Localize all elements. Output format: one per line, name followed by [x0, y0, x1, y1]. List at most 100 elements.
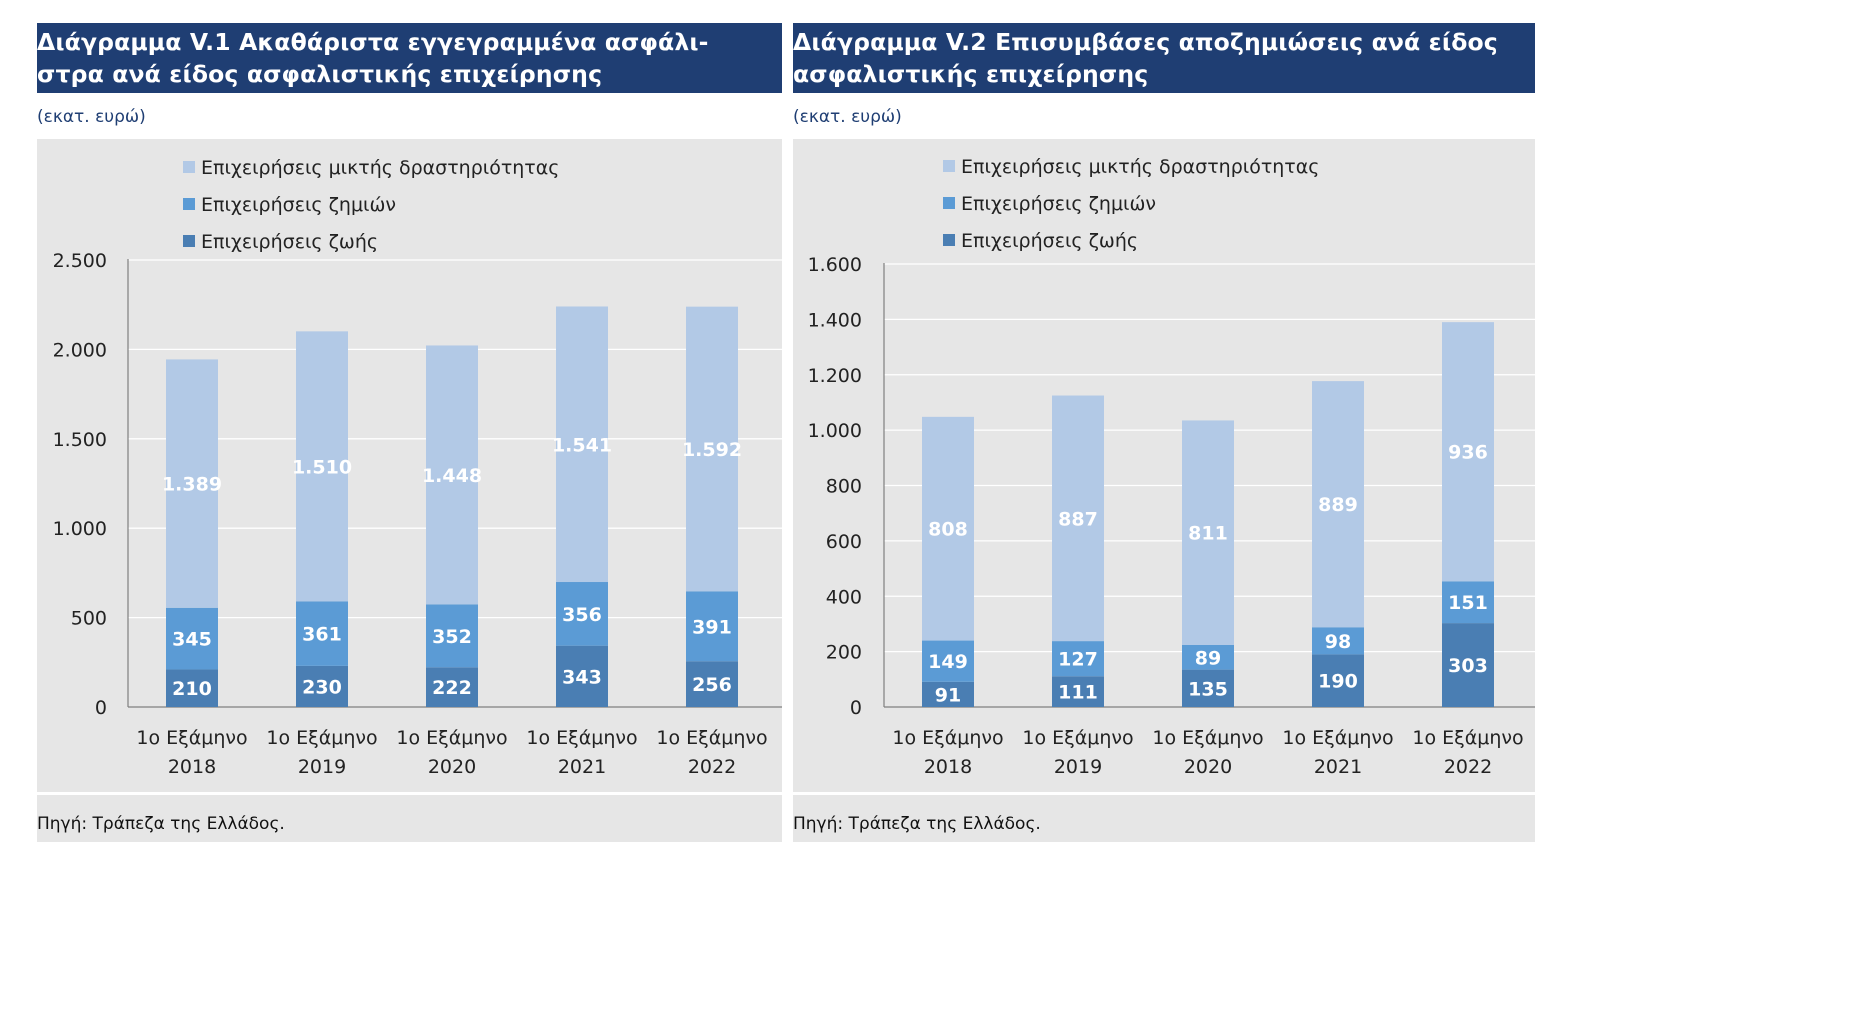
bar-segment: [1442, 623, 1494, 707]
chart-legend: Επιχειρήσεις μικτής δραστηριότητας Επιχει…: [943, 152, 1319, 263]
data-label: 303: [1448, 655, 1488, 677]
legend-swatch: [943, 234, 955, 246]
unit-label: (εκατ. ευρώ): [37, 107, 146, 127]
data-label: 1.389: [162, 474, 222, 496]
x-tick-label: 2021: [558, 756, 606, 778]
data-label: 190: [1318, 671, 1358, 693]
legend-swatch: [183, 161, 195, 173]
y-tick-label: 400: [826, 586, 862, 608]
x-tick-label: 2021: [1314, 756, 1362, 778]
legend-label: Επιχειρήσεις ζημιών: [201, 194, 397, 216]
y-tick-label: 500: [71, 608, 107, 630]
data-label: 230: [302, 676, 342, 698]
chart-legend: Επιχειρήσεις μικτής δραστηριότητας Επιχει…: [183, 153, 559, 264]
y-tick-label: 0: [850, 697, 862, 719]
y-tick-label: 1.600: [808, 254, 862, 276]
legend-item: Επιχειρήσεις ζημιών: [943, 189, 1319, 226]
chart-panel-2: Διάγραμμα V.2 Επισυμβάσες αποζημιώσεις α…: [793, 23, 1535, 842]
y-tick-label: 0: [95, 697, 107, 719]
data-label: 151: [1448, 592, 1488, 614]
source-note: Πηγή: Τράπεζα της Ελλάδος.: [37, 792, 782, 842]
bar-segment: [296, 331, 348, 602]
x-tick-label: 1ο Εξάμηνο: [656, 727, 767, 749]
data-label: 352: [432, 626, 472, 648]
data-label: 1.541: [552, 434, 612, 456]
legend-label: Επιχειρήσεις μικτής δραστηριότητας: [961, 156, 1320, 178]
data-label: 889: [1318, 494, 1358, 516]
y-tick-label: 200: [826, 642, 862, 664]
y-tick-label: 600: [826, 531, 862, 553]
legend-swatch: [943, 160, 955, 172]
data-label: 91: [935, 684, 961, 706]
bar-segment: [1052, 676, 1104, 707]
bar-segment: [1052, 641, 1104, 677]
y-tick-label: 1.200: [808, 365, 862, 387]
x-tick-label: 1ο Εξάμηνο: [266, 727, 377, 749]
y-tick-label: 800: [826, 476, 862, 498]
y-tick-label: 1.400: [808, 309, 862, 331]
bar-segment: [686, 591, 738, 662]
legend-label: Επιχειρήσεις μικτής δραστηριότητας: [201, 157, 560, 179]
data-label: 222: [432, 677, 472, 699]
y-tick-label: 1.500: [53, 429, 107, 451]
stacked-bar-chart: 0 200 400 600 800 1.000 1.200 1.400 1.600 91 149 80…: [808, 254, 1535, 778]
x-tick-label: 1ο Εξάμηνο: [1412, 727, 1523, 749]
bar-segment: [1182, 669, 1234, 707]
bar-segment: [686, 306, 738, 592]
x-tick-label: 2022: [1444, 756, 1492, 778]
data-label: 361: [302, 624, 342, 646]
bar-segment: [556, 645, 608, 707]
legend-item: Επιχειρήσεις μικτής δραστηριότητας: [183, 153, 559, 190]
chart-title: Διάγραμμα V.1 Ακαθάριστα εγγεγραμμένα ασ…: [37, 23, 782, 93]
data-label: 210: [172, 678, 212, 700]
data-label: 127: [1058, 649, 1098, 671]
bar-segment: [166, 359, 218, 608]
x-tick-label: 1ο Εξάμηνο: [526, 727, 637, 749]
legend-label: Επιχειρήσεις ζωής: [961, 230, 1139, 252]
x-tick-label: 1ο Εξάμηνο: [1152, 727, 1263, 749]
data-label: 808: [928, 519, 968, 541]
data-label: 135: [1188, 678, 1228, 700]
data-label: 111: [1058, 682, 1098, 704]
unit-label: (εκατ. ευρώ): [793, 107, 902, 127]
chart-area: 0 200 400 600 800 1.000 1.200 1.400 1.600 91 149 80…: [793, 139, 1535, 792]
bar-segment: [1312, 381, 1364, 628]
chart-title-line-1: Διάγραμμα V.1 Ακαθάριστα εγγεγραμμένα ασ…: [37, 28, 709, 56]
data-label: 345: [172, 629, 212, 651]
bar-segment: [556, 306, 608, 583]
data-label: 149: [928, 651, 968, 673]
bar-segment: [1182, 420, 1234, 645]
bar-segment: [1312, 654, 1364, 707]
y-tick-label: 2.500: [53, 250, 107, 272]
y-tick-label: 2.000: [53, 339, 107, 361]
source-note: Πηγή: Τράπεζα της Ελλάδος.: [793, 792, 1535, 842]
chart-area: 0 500 1.000 1.500 2.000 2.500 210 345 1.389 1ο Εξ…: [37, 139, 782, 792]
data-label: 356: [562, 604, 602, 626]
bar-segment: [166, 607, 218, 670]
legend-label: Επιχειρήσεις ζημιών: [961, 193, 1157, 215]
x-tick-label: 1ο Εξάμηνο: [1022, 727, 1133, 749]
bar-segment: [922, 640, 974, 682]
bar-segment: [1182, 644, 1234, 670]
data-label: 1.510: [292, 456, 352, 478]
bar-segment: [1442, 322, 1494, 582]
x-tick-label: 2020: [1184, 756, 1232, 778]
data-label: 256: [692, 674, 732, 696]
x-tick-label: 2018: [168, 756, 216, 778]
y-tick-label: 1.000: [53, 518, 107, 540]
chart-title-line-2: ασφαλιστικής επιχείρησης: [793, 60, 1149, 88]
bar-segment: [556, 582, 608, 646]
x-tick-label: 2022: [688, 756, 736, 778]
bar-segment: [426, 667, 478, 707]
legend-label: Επιχειρήσεις ζωής: [201, 231, 379, 253]
bar-segment: [426, 604, 478, 668]
legend-item: Επιχειρήσεις ζωής: [183, 227, 559, 264]
y-tick-label: 1.000: [808, 420, 862, 442]
bar-segment: [1442, 581, 1494, 624]
legend-item: Επιχειρήσεις ζημιών: [183, 190, 559, 227]
data-label: 1.592: [682, 439, 742, 461]
x-tick-label: 1ο Εξάμηνο: [396, 727, 507, 749]
x-tick-label: 1ο Εξάμηνο: [1282, 727, 1393, 749]
x-tick-label: 2018: [924, 756, 972, 778]
data-label: 343: [562, 666, 602, 688]
